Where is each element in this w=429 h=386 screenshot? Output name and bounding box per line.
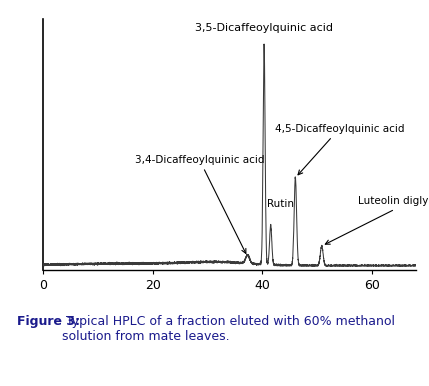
Text: 4,5-Dicaffeoylquinic acid: 4,5-Dicaffeoylquinic acid	[275, 124, 404, 175]
Text: Typical HPLC of a fraction eluted with 60% methanol
solution from mate leaves.: Typical HPLC of a fraction eluted with 6…	[62, 315, 395, 343]
Text: Rutin: Rutin	[267, 198, 294, 208]
Text: Luteolin diglycoside: Luteolin diglycoside	[325, 196, 429, 244]
Text: 3,4-Dicaffeoylquinic acid: 3,4-Dicaffeoylquinic acid	[135, 154, 264, 253]
Text: 3,5-Dicaffeoylquinic acid: 3,5-Dicaffeoylquinic acid	[195, 22, 333, 32]
Text: Figure 3:: Figure 3:	[17, 315, 80, 328]
